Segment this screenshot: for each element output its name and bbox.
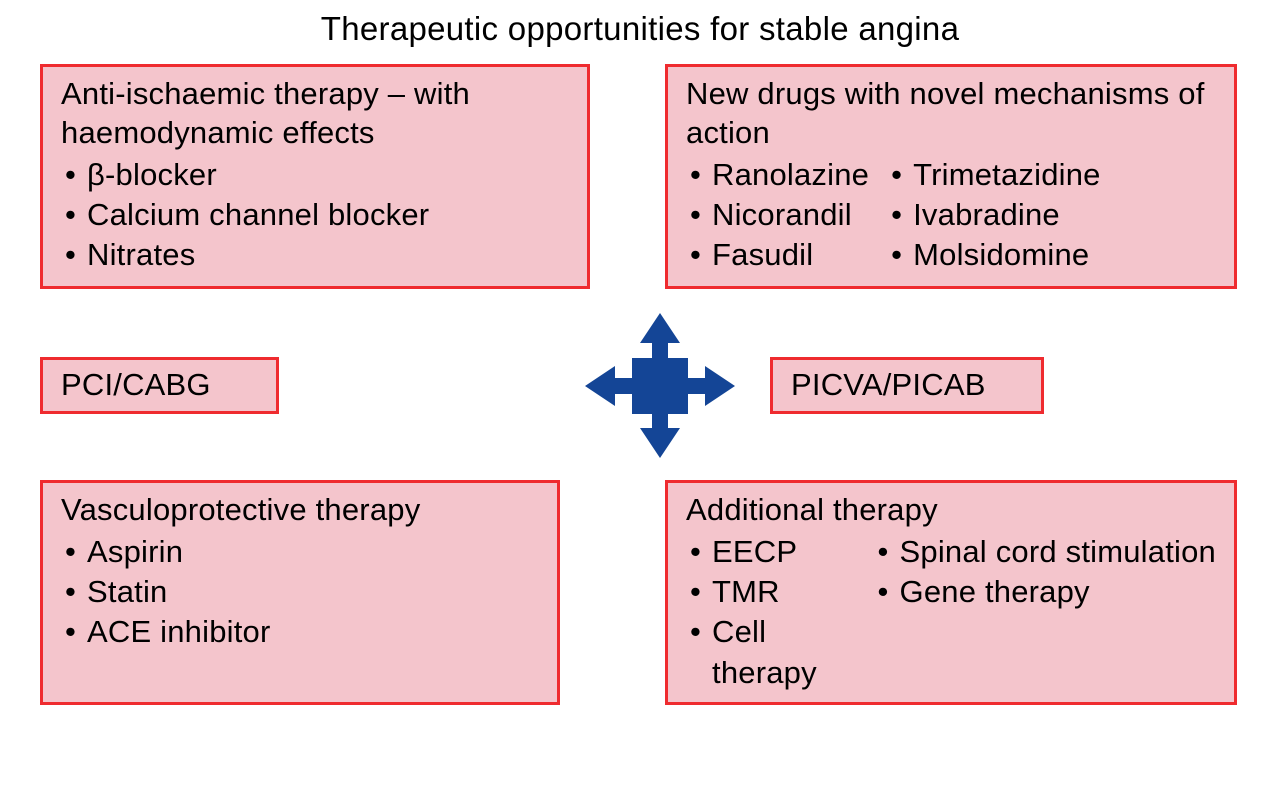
box-header: PICVA/PICAB <box>791 366 1023 405</box>
list-item: EECP <box>712 532 856 572</box>
box-header: New drugs with novel mechanisms of actio… <box>686 75 1216 153</box>
box-additional-therapy: Additional therapy EECP TMR Cell therapy… <box>665 480 1237 705</box>
box-list: EECP TMR Cell therapy <box>686 532 856 693</box>
box-header: Additional therapy <box>686 491 1216 530</box>
diagram-title: Therapeutic opportunities for stable ang… <box>0 0 1280 60</box>
box-header: Anti-ischaemic therapy – with haemodynam… <box>61 75 569 153</box>
box-list: Ranolazine Nicorandil Fasudil <box>686 155 869 276</box>
list-item: TMR <box>712 572 856 612</box>
list-item: Calcium channel blocker <box>87 195 569 235</box>
four-way-arrow-icon <box>585 313 735 458</box>
list-item: Nitrates <box>87 235 569 275</box>
list-item: Trimetazidine <box>913 155 1101 195</box>
list-item: ACE inhibitor <box>87 612 539 652</box>
box-header: Vasculoprotective therapy <box>61 491 539 530</box>
box-list: β-blocker Calcium channel blocker Nitrat… <box>61 155 569 276</box>
box-list: Aspirin Statin ACE inhibitor <box>61 532 539 653</box>
box-vasculoprotective: Vasculoprotective therapy Aspirin Statin… <box>40 480 560 705</box>
list-item: Fasudil <box>712 235 869 275</box>
box-picva-picab: PICVA/PICAB <box>770 357 1044 414</box>
list-item: Statin <box>87 572 539 612</box>
list-item: β-blocker <box>87 155 569 195</box>
box-list: Trimetazidine Ivabradine Molsidomine <box>887 155 1101 276</box>
list-item: Cell therapy <box>712 612 856 693</box>
box-list: Spinal cord stimulation Gene therapy <box>874 532 1216 613</box>
list-item: Spinal cord stimulation <box>900 532 1216 572</box>
diagram-container: Anti-ischaemic therapy – with haemodynam… <box>0 60 1280 786</box>
list-item: Ivabradine <box>913 195 1101 235</box>
box-new-drugs: New drugs with novel mechanisms of actio… <box>665 64 1237 289</box>
list-item: Molsidomine <box>913 235 1101 275</box>
box-pci-cabg: PCI/CABG <box>40 357 279 414</box>
list-item: Nicorandil <box>712 195 869 235</box>
box-header: PCI/CABG <box>61 366 258 405</box>
list-item: Gene therapy <box>900 572 1216 612</box>
list-item: Ranolazine <box>712 155 869 195</box>
list-item: Aspirin <box>87 532 539 572</box>
box-anti-ischaemic: Anti-ischaemic therapy – with haemodynam… <box>40 64 590 289</box>
